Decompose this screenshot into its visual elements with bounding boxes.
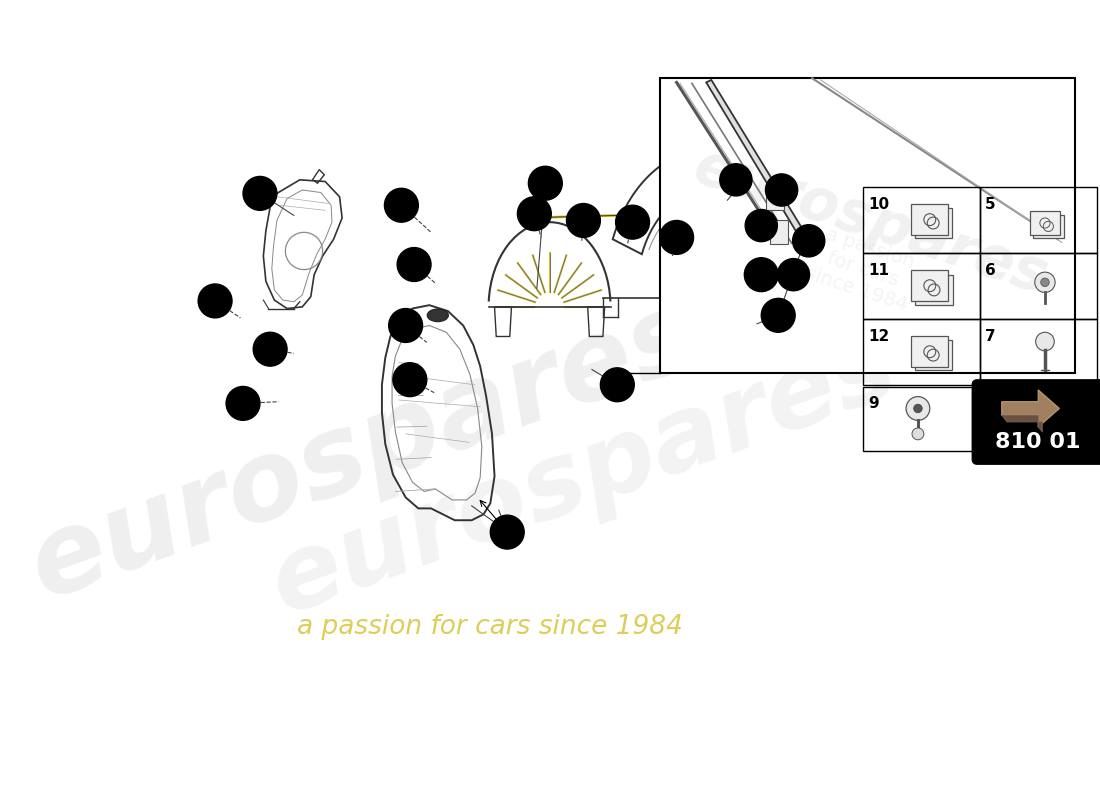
Text: 12: 12 <box>868 329 889 344</box>
Circle shape <box>528 166 562 200</box>
Circle shape <box>745 210 778 242</box>
Bar <box>770 221 789 244</box>
FancyBboxPatch shape <box>911 270 948 301</box>
Circle shape <box>601 368 635 402</box>
Circle shape <box>388 309 422 342</box>
Text: 6: 6 <box>984 263 996 278</box>
Polygon shape <box>1002 390 1059 427</box>
Circle shape <box>1035 272 1055 293</box>
Text: 9: 9 <box>239 396 248 410</box>
FancyBboxPatch shape <box>974 381 1100 463</box>
Text: a passion
for cars
since 1984: a passion for cars since 1984 <box>803 222 923 315</box>
Text: 10: 10 <box>393 198 410 212</box>
Circle shape <box>914 404 922 413</box>
Bar <box>804 207 815 224</box>
Text: 2: 2 <box>255 186 264 200</box>
Text: a passion for cars since 1984: a passion for cars since 1984 <box>297 614 683 640</box>
FancyBboxPatch shape <box>915 274 953 305</box>
Text: 9: 9 <box>409 258 418 271</box>
Text: 7: 7 <box>402 318 410 333</box>
Text: eurospares: eurospares <box>256 316 910 636</box>
FancyBboxPatch shape <box>1030 211 1060 235</box>
Circle shape <box>517 197 551 230</box>
Bar <box>862 253 980 318</box>
Text: 4: 4 <box>541 176 550 190</box>
Text: 810 01: 810 01 <box>996 432 1081 452</box>
Circle shape <box>198 284 232 318</box>
Circle shape <box>243 177 277 210</box>
Text: 10: 10 <box>868 197 889 212</box>
Circle shape <box>793 225 825 257</box>
Bar <box>862 387 974 451</box>
Text: 5: 5 <box>211 294 220 308</box>
Polygon shape <box>706 80 808 242</box>
Circle shape <box>491 515 525 549</box>
FancyBboxPatch shape <box>1033 214 1064 238</box>
Text: 3: 3 <box>773 308 782 322</box>
Text: 1: 1 <box>503 525 512 540</box>
Text: 7: 7 <box>628 215 637 229</box>
FancyBboxPatch shape <box>911 204 948 235</box>
Text: 7: 7 <box>984 329 996 344</box>
Bar <box>862 318 980 385</box>
Circle shape <box>393 362 427 397</box>
Text: 1: 1 <box>503 525 512 539</box>
Text: eurospares: eurospares <box>15 281 712 622</box>
Circle shape <box>766 174 797 206</box>
FancyBboxPatch shape <box>911 337 948 367</box>
Bar <box>980 318 1097 385</box>
Text: 5: 5 <box>984 197 996 212</box>
Bar <box>766 186 784 210</box>
Text: 9: 9 <box>868 396 879 410</box>
FancyBboxPatch shape <box>914 208 952 238</box>
Text: 11: 11 <box>868 263 889 278</box>
Circle shape <box>745 258 778 292</box>
Ellipse shape <box>427 309 449 322</box>
Text: 12: 12 <box>752 268 770 282</box>
Circle shape <box>616 206 649 239</box>
Bar <box>980 253 1097 318</box>
Text: 6: 6 <box>579 214 587 227</box>
Circle shape <box>906 397 930 420</box>
Circle shape <box>227 386 260 420</box>
Text: 8: 8 <box>732 173 740 187</box>
Circle shape <box>385 188 418 222</box>
Circle shape <box>1035 332 1054 351</box>
Text: 5: 5 <box>778 183 786 197</box>
Circle shape <box>778 258 810 290</box>
Text: 11: 11 <box>608 378 626 392</box>
Text: 6: 6 <box>672 230 681 245</box>
Text: 5: 5 <box>804 234 813 248</box>
Circle shape <box>761 298 795 332</box>
Text: 7: 7 <box>266 342 275 356</box>
Circle shape <box>719 164 752 196</box>
Polygon shape <box>1002 415 1043 432</box>
Bar <box>862 186 980 253</box>
Bar <box>980 186 1097 253</box>
Bar <box>660 78 1075 373</box>
Circle shape <box>397 247 431 282</box>
Text: 6: 6 <box>406 373 415 386</box>
Text: eurospares: eurospares <box>688 138 1056 306</box>
Circle shape <box>1041 278 1049 286</box>
Circle shape <box>566 203 601 238</box>
Circle shape <box>253 332 287 366</box>
Text: 7: 7 <box>530 206 539 221</box>
Text: 6: 6 <box>789 268 797 282</box>
Circle shape <box>912 428 924 440</box>
FancyBboxPatch shape <box>914 340 952 370</box>
Text: 6: 6 <box>757 218 766 233</box>
Circle shape <box>660 221 693 254</box>
